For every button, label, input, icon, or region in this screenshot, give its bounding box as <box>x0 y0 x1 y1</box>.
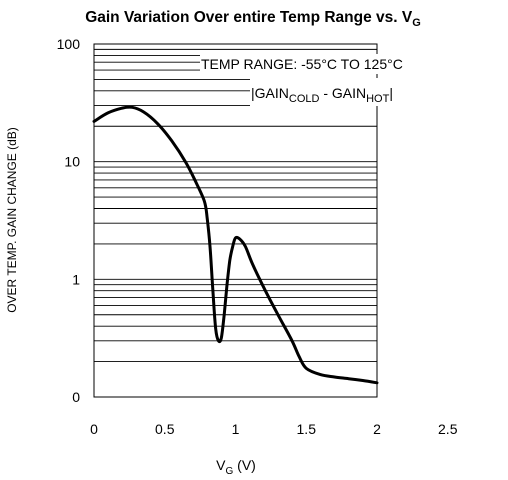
gain-change-line <box>92 105 379 385</box>
axis-tick-labels: 0 0.5 1 1.5 2 2.5 0 1 10 100 <box>57 36 458 437</box>
x-tick-label: 0 <box>90 421 98 437</box>
legend-annotation: TEMP RANGE: -55°C TO 125°C |GAINCOLD - G… <box>200 54 428 106</box>
x-tick-label: 2.5 <box>438 421 458 437</box>
x-axis-label-unit: (V) <box>233 457 256 473</box>
x-axis-label-subscript: G <box>226 466 234 477</box>
gain-cold-hot-annotation: |GAINCOLD - GAINHOT| <box>251 85 393 105</box>
x-tick-label: 1.5 <box>297 421 317 437</box>
annotation-background <box>200 54 428 74</box>
chart-title-main: Gain Variation Over entire Temp Range vs… <box>85 9 413 26</box>
x-axis-label-main: V <box>216 457 226 473</box>
y-axis-label: OVER TEMP. GAIN CHANGE (dB) <box>5 127 19 313</box>
hot-subscript: HOT <box>366 93 390 105</box>
gain-label-2: - GAIN <box>319 85 366 101</box>
annotation-background-2 <box>250 78 420 106</box>
x-tick-label: 0.5 <box>155 421 175 437</box>
chart-title: Gain Variation Over entire Temp Range vs… <box>85 9 421 29</box>
gain-label-1: |GAIN <box>251 85 289 101</box>
y-tick-label: 1 <box>72 271 80 287</box>
y-tick-label: 100 <box>57 36 81 52</box>
y-tick-label: 10 <box>64 154 80 170</box>
y-tick-label: 0 <box>72 389 80 405</box>
temp-range-annotation: TEMP RANGE: -55°C TO 125°C <box>201 56 403 72</box>
cold-subscript: COLD <box>289 93 320 105</box>
chart-title-subscript: G <box>412 17 421 29</box>
x-tick-label: 1 <box>232 421 240 437</box>
abs-close-bar: | <box>389 85 393 101</box>
plot-frame <box>93 43 378 398</box>
x-tick-label: 2 <box>373 421 381 437</box>
x-axis-label: VG (V) <box>216 457 256 477</box>
